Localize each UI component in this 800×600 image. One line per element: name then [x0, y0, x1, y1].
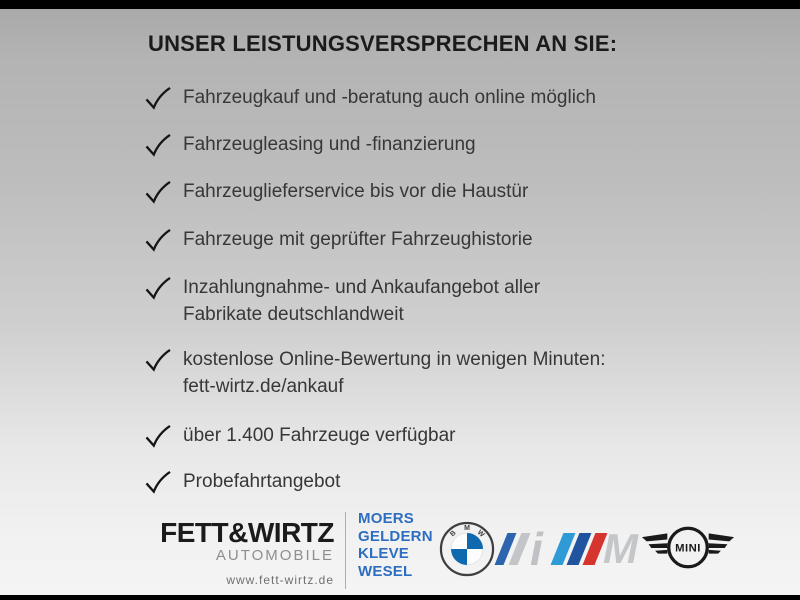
check-icon [144, 133, 172, 157]
city-label: MOERS [358, 510, 415, 527]
bmw-m-logo-icon: M [550, 525, 638, 572]
check-icon [144, 348, 172, 372]
bmw-letter: B [449, 530, 457, 539]
city-label: GELDERN [358, 527, 433, 545]
dealer-subtitle: AUTOMOBILE [215, 547, 334, 564]
checklist-item-8: Probefahrtangebot [144, 468, 340, 495]
checklist-item-6: kostenlose Online-Bewertung in wenigen M… [144, 346, 605, 400]
bmw-letter: M [464, 525, 470, 532]
check-icon [144, 180, 172, 204]
checklist-item-label: kostenlose Online-Bewertung in wenigen M… [183, 349, 606, 370]
checklist-item-label: Inzahlungnahme- und Ankaufangebot aller [183, 277, 541, 298]
checklist-item-4: Fahrzeuge mit geprüfter Fahrzeughistorie [144, 226, 533, 253]
checklist-item-5: Inzahlungnahme- und Ankaufangebot aller … [144, 274, 540, 328]
check-icon [144, 424, 172, 448]
checklist-item-label: Fahrzeugleasing und -finanzierung [183, 134, 476, 155]
m-letter: M [603, 525, 638, 572]
checklist-item-label: über 1.400 Fahrzeuge verfügbar [183, 425, 456, 446]
mini-label: MINI [675, 542, 701, 554]
checklist-item-label: Fabrikate deutschlandweit [183, 304, 404, 325]
checklist-item-label: Fahrzeugkauf und -beratung auch online m… [183, 87, 596, 108]
checklist-item-label: Probefahrtangebot [183, 471, 341, 492]
checklist-item-3: Fahrzeuglieferservice bis vor die Haustü… [144, 178, 528, 205]
dealer-name: FETT&WIRTZ [160, 517, 334, 548]
mini-logo-icon: MINI [641, 524, 735, 571]
checklist-item-label: Fahrzeuge mit geprüfter Fahrzeughistorie [183, 229, 533, 250]
i-letter: i [530, 523, 543, 575]
top-black-bar [0, 0, 800, 9]
checklist-item-label: fett-wirtz.de/ankauf [183, 376, 344, 397]
city-label: WESEL [358, 562, 413, 580]
checklist-item-7: über 1.400 Fahrzeuge verfügbar [144, 422, 456, 449]
check-icon [144, 86, 172, 110]
checklist-item-2: Fahrzeugleasing und -finanzierung [144, 131, 476, 158]
checklist-item-1: Fahrzeugkauf und -beratung auch online m… [144, 84, 596, 111]
check-icon [144, 276, 172, 300]
bmw-i-logo-icon: i [494, 523, 543, 575]
bmw-letter: W [476, 529, 486, 539]
checklist-item-label: Fahrzeuglieferservice bis vor die Haustü… [183, 181, 529, 202]
city-list: MOERS GELDERN KLEVE WESEL [358, 510, 433, 580]
bottom-black-bar [0, 595, 800, 600]
check-icon [144, 228, 172, 252]
footer-divider [345, 512, 346, 589]
dealer-logo: FETT&WIRTZ AUTOMOBILE www.fett-wirtz.de [148, 517, 334, 588]
dealer-website: www.fett-wirtz.de [226, 573, 334, 587]
check-icon [144, 470, 172, 494]
city-label: KLEVE [358, 545, 410, 562]
bmw-logo-icon: B M W [439, 521, 495, 577]
page-title: UNSER LEISTUNGSVERSPRECHEN AN SIE: [148, 31, 618, 56]
